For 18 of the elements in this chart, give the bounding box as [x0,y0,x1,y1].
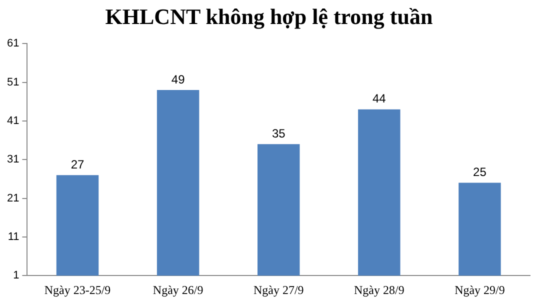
data-label: 25 [473,165,487,180]
y-tick-label: 61 [6,38,20,50]
data-label: 27 [70,157,85,172]
x-tick-label: Ngày 26/9 [152,282,204,297]
y-tick-label: 11 [8,230,20,243]
x-tick-label: Ngày 23-25/9 [44,282,111,297]
y-tick-label: 21 [6,192,20,204]
data-label: 49 [171,72,186,86]
y-tick-label: 1 [13,270,20,282]
x-tick-label: Ngày 27/9 [253,282,304,297]
data-label: 44 [372,92,386,106]
y-tick-label: 41 [6,114,20,127]
y-tick-label: 51 [6,76,20,88]
x-tick-label: Ngày 28/9 [354,282,404,297]
data-label: 35 [272,126,286,140]
y-tick-label: 31 [6,154,20,166]
chart-title: KHLCNT không hợp lệ trong tuần [104,3,434,31]
x-tick-label: Ngày 29/9 [454,282,505,297]
